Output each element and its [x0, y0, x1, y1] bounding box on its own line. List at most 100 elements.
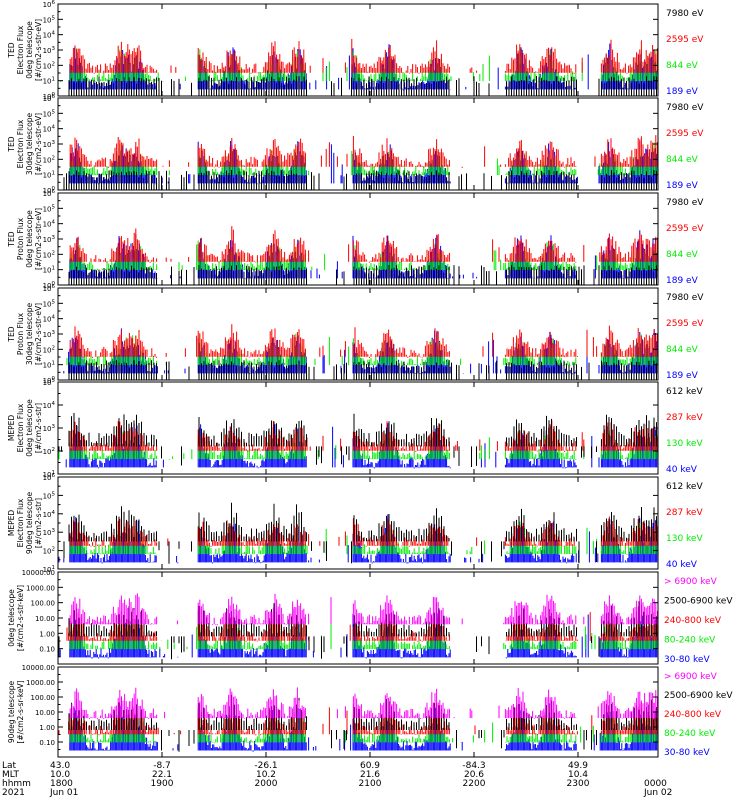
ytick-label: 105: [43, 109, 56, 118]
legend-entry: 40 keV: [666, 465, 698, 475]
series-3-2: [70, 226, 657, 263]
legend-entry: 7980 eV: [666, 198, 704, 208]
legend-entry: 30-80 keV: [664, 748, 710, 758]
ytick-label: 104: [43, 315, 56, 324]
ytick-label: 104: [43, 510, 56, 519]
ytick-label: 1.00: [39, 630, 55, 638]
ytick-label: 0.10: [39, 646, 55, 654]
ytick-label: 102: [43, 155, 55, 164]
ylabel-line: 0deg telescope: [25, 210, 34, 268]
ytick-label: 10.00: [35, 709, 55, 717]
ytick-label: 102: [43, 61, 55, 70]
xaxis-row-label: 2021: [2, 788, 25, 798]
ylabel-line: Electron Flux: [16, 498, 25, 547]
ylabel-line: Proton Flux: [16, 217, 25, 260]
ylabel-line: 90deg telescope: [25, 491, 34, 554]
ylabel-line: [#/cm2-s-str-eV]: [34, 19, 43, 81]
ytick-label: 106: [43, 473, 56, 482]
series-8-1: [70, 687, 657, 719]
ytick-label: 10000.00: [22, 664, 55, 672]
ytick-label: 104: [43, 31, 56, 40]
ytick-label: 103: [43, 424, 56, 433]
ytick-label: 101: [43, 361, 55, 370]
legend-entry: 189 eV: [666, 371, 699, 381]
ytick-label: 103: [43, 46, 56, 55]
ytick-label: 106: [43, 0, 56, 9]
legend-entry: 80-240 keV: [664, 729, 716, 739]
ytick-label: 101: [43, 77, 55, 86]
legend-entry: 2595 eV: [666, 129, 704, 139]
legend-entry: 844 eV: [666, 250, 699, 260]
series-7-1: [70, 593, 657, 625]
legend-entry: 844 eV: [666, 345, 699, 355]
ytick-label: 103: [43, 528, 56, 537]
ytick-label: 102: [43, 345, 55, 354]
ylabel-line: 0deg telescope: [7, 589, 16, 647]
series-4-3: [67, 333, 657, 366]
ylabel-line: [#/cm2-s-str]: [34, 498, 43, 548]
legend-entry: 2595 eV: [666, 224, 704, 234]
ytick-label: 10000.00: [22, 569, 55, 577]
legend-entry: 7980 eV: [666, 103, 704, 113]
xtick-hhmm: 2300: [567, 779, 590, 789]
ytick-label: 105: [43, 299, 56, 308]
legend-entry: 130 keV: [666, 439, 703, 449]
ylabel-line: TED: [7, 42, 16, 58]
legend-entry: 40 keV: [666, 560, 698, 570]
ylabel-line: [#/cm2-s-str-eV]: [34, 208, 43, 270]
ytick-label: 101: [43, 266, 55, 275]
ytick-label: 103: [43, 140, 56, 149]
ytick-label: 106: [43, 189, 56, 198]
ylabel-line: Electron Flux: [16, 403, 25, 452]
ylabel-line: TED: [7, 136, 16, 152]
series-6-2: [70, 516, 657, 547]
legend-entry: 240-800 keV: [664, 616, 722, 626]
xtick-hhmm: 2200: [463, 779, 486, 789]
xtick-hhmm: 2000: [255, 779, 278, 789]
ytick-label: 1000.00: [26, 584, 55, 592]
ytick-label: 0.10: [39, 739, 55, 747]
ytick-label: 1000.00: [26, 679, 55, 687]
xtick-date: Jun 02: [643, 788, 672, 798]
ytick-label: 103: [43, 235, 56, 244]
legend-entry: 2500-6900 keV: [664, 691, 733, 701]
ytick-label: 105: [43, 378, 56, 387]
series-7-3: [67, 607, 657, 641]
legend-entry: 130 keV: [666, 534, 703, 544]
ylabel-line: TED: [7, 326, 16, 342]
ytick-label: 102: [43, 447, 55, 456]
ylabel-line: Proton Flux: [16, 312, 25, 355]
series-1-2: [70, 39, 657, 74]
ytick-label: 100.00: [31, 694, 56, 702]
ylabel-line: TED: [7, 231, 16, 247]
ytick-label: 101: [43, 171, 55, 180]
legend-entry: 612 keV: [666, 482, 703, 492]
legend-entry: 189 eV: [666, 181, 699, 191]
ylabel-line: [#/cm2-s-str-eV]: [34, 113, 43, 175]
legend-entry: 612 keV: [666, 387, 703, 397]
ylabel-line: Electron Flux: [16, 119, 25, 168]
legend-entry: 189 eV: [666, 276, 699, 286]
series-2-2: [59, 135, 657, 168]
xtick-hhmm: 2100: [359, 779, 382, 789]
ylabel-line: [#/cm2-s-str]: [34, 403, 43, 453]
ytick-label: 104: [43, 125, 56, 134]
legend-entry: > 6900 keV: [664, 672, 718, 682]
legend-entry: 80-240 keV: [664, 636, 716, 646]
legend-entry: 30-80 keV: [664, 655, 710, 665]
legend-entry: > 6900 keV: [664, 577, 718, 587]
ylabel-line: [#/cm2-s-str-eV]: [34, 303, 43, 365]
xtick-hhmm: 1900: [151, 779, 174, 789]
ylabel-line: MEPED: [7, 510, 16, 536]
ytick-label: 104: [43, 220, 56, 229]
ytick-label: 106: [43, 284, 56, 293]
ytick-label: 102: [43, 250, 55, 259]
xtick-date: Jun 01: [49, 788, 78, 798]
ylabel-line: 0deg telescope: [25, 21, 34, 79]
